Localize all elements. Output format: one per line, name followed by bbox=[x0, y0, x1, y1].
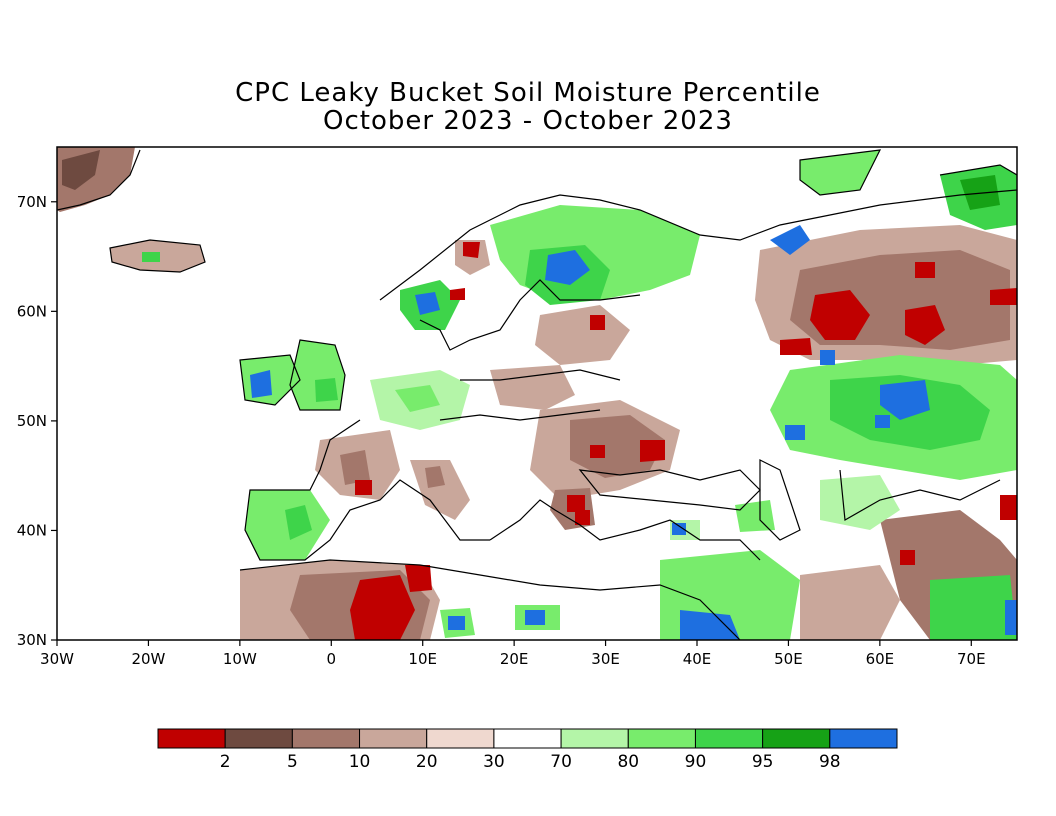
longitude-axis: 30W 20W 10W 0 10E 20E 30E 40E 50E 60E 70E bbox=[40, 640, 986, 668]
lat-tick-label: 60N bbox=[17, 302, 47, 320]
lon-tick-label: 60E bbox=[866, 650, 895, 668]
coastlines-borders bbox=[57, 149, 1017, 640]
lon-tick-label: 30E bbox=[591, 650, 620, 668]
colorbar-swatch bbox=[694, 728, 764, 749]
percentile-shading bbox=[57, 147, 1017, 640]
lat-tick-label: 50N bbox=[17, 412, 47, 430]
colorbar: 2 5 10 20 30 70 80 90 95 98 bbox=[157, 728, 898, 772]
colorbar-swatch bbox=[291, 728, 361, 749]
colorbar-label: 80 bbox=[617, 752, 639, 772]
lon-tick-label: 10W bbox=[223, 650, 257, 668]
lon-tick-label: 40E bbox=[683, 650, 712, 668]
map-subtitle-period: October 2023 - October 2023 bbox=[323, 106, 733, 136]
colorbar-swatch bbox=[829, 728, 898, 749]
colorbar-label: 10 bbox=[349, 752, 371, 772]
lat-tick-label: 70N bbox=[17, 193, 47, 211]
lon-tick-label: 70E bbox=[957, 650, 986, 668]
latitude-axis: 30N 40N 50N 60N 70N bbox=[17, 193, 57, 649]
colorbar-swatch bbox=[762, 728, 831, 749]
lon-tick-label: 20E bbox=[500, 650, 529, 668]
colorbar-label: 20 bbox=[416, 752, 438, 772]
colorbar-swatch bbox=[157, 728, 226, 749]
lon-tick-label: 50E bbox=[774, 650, 803, 668]
map-frame bbox=[56, 146, 1018, 641]
lat-tick-label: 30N bbox=[17, 631, 47, 649]
map-title: CPC Leaky Bucket Soil Moisture Percentil… bbox=[235, 78, 821, 108]
colorbar-label: 70 bbox=[550, 752, 572, 772]
colorbar-label: 95 bbox=[752, 752, 774, 772]
colorbar-label: 30 bbox=[483, 752, 505, 772]
lon-tick-label: 0 bbox=[327, 650, 337, 668]
lon-tick-label: 10E bbox=[408, 650, 437, 668]
map-layer bbox=[57, 147, 1017, 640]
colorbar-swatch bbox=[627, 728, 696, 749]
colorbar-label: 90 bbox=[685, 752, 707, 772]
colorbar-label: 5 bbox=[287, 752, 298, 772]
colorbar-swatch bbox=[359, 728, 428, 749]
colorbar-swatch bbox=[560, 728, 629, 749]
lat-tick-label: 40N bbox=[17, 521, 47, 539]
colorbar-swatch bbox=[426, 728, 495, 749]
colorbar-swatch bbox=[224, 728, 293, 749]
lon-tick-label: 20W bbox=[131, 650, 165, 668]
colorbar-swatch bbox=[493, 728, 562, 749]
lon-tick-label: 30W bbox=[40, 650, 74, 668]
colorbar-label: 2 bbox=[220, 752, 231, 772]
colorbar-label: 98 bbox=[819, 752, 841, 772]
